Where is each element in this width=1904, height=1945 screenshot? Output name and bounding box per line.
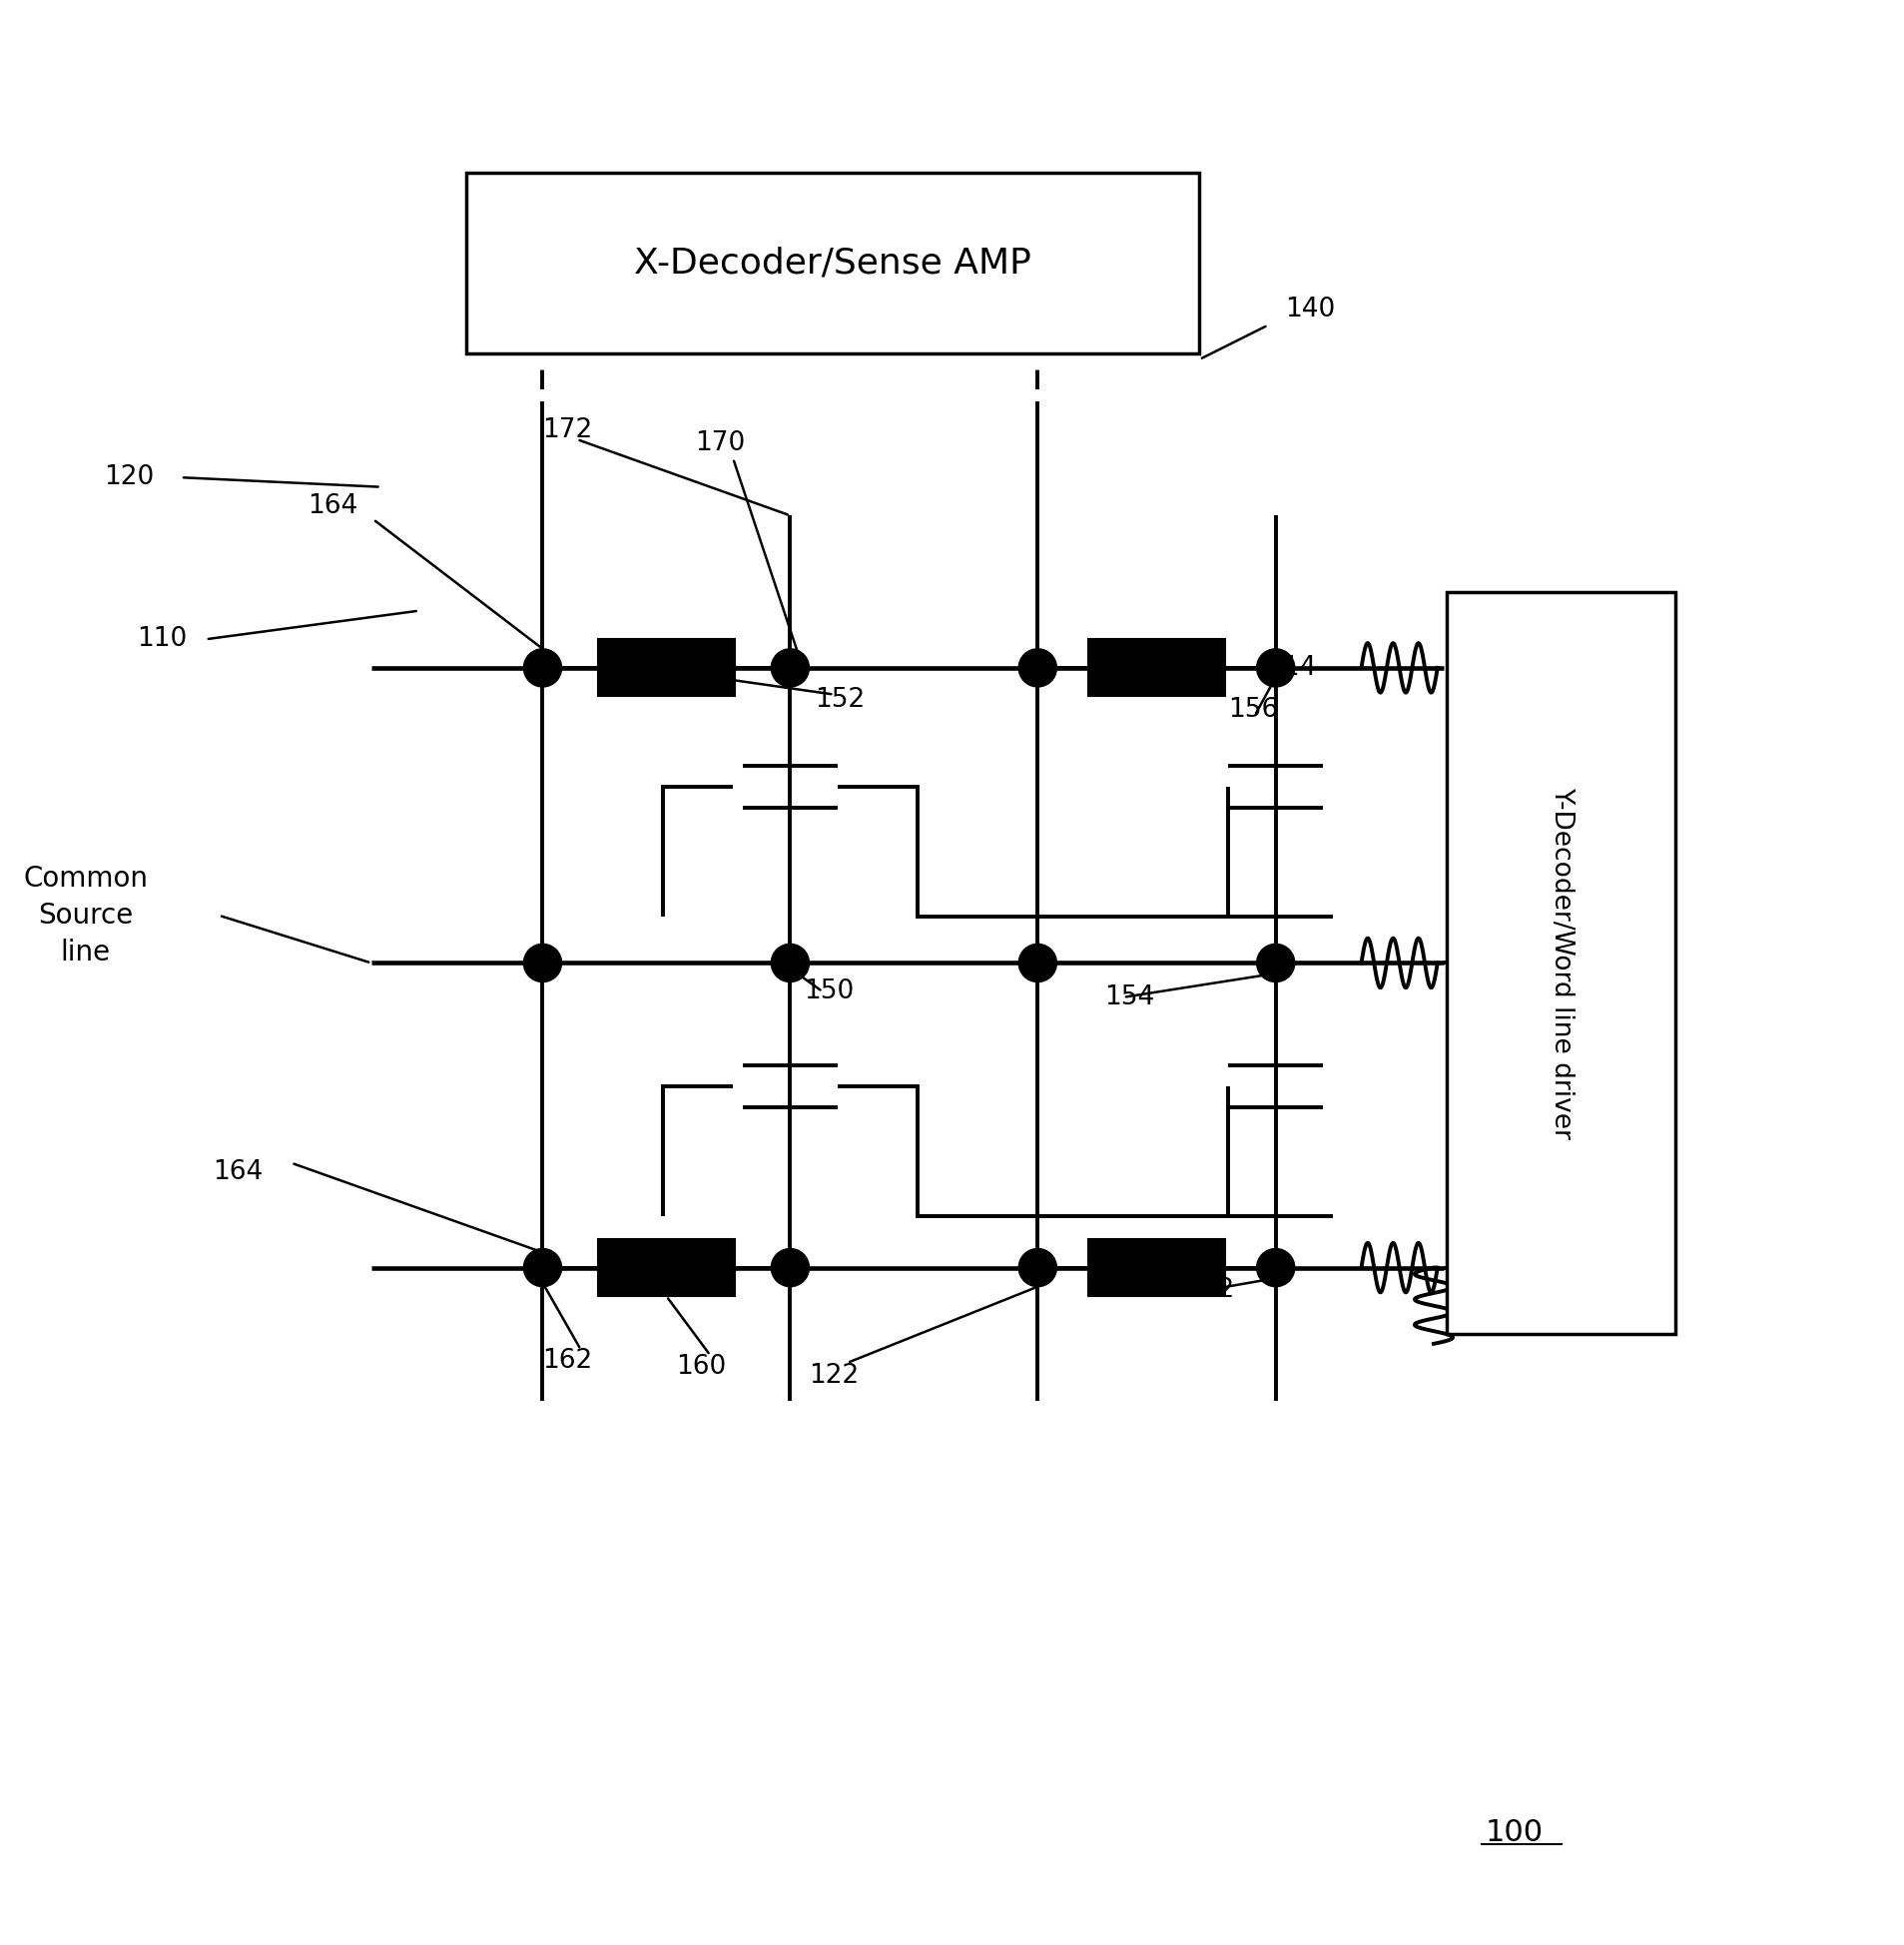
Circle shape (1019, 1249, 1057, 1288)
Text: Fig. 1: Fig. 1 (1550, 768, 1649, 803)
Circle shape (1257, 1249, 1295, 1288)
Circle shape (1019, 943, 1057, 982)
FancyBboxPatch shape (1447, 591, 1676, 1334)
Circle shape (1257, 943, 1295, 982)
Text: 152: 152 (815, 687, 864, 714)
Bar (598, 1239, 735, 1295)
Circle shape (1257, 650, 1295, 687)
Circle shape (1019, 650, 1057, 687)
Text: 140: 140 (1285, 298, 1335, 323)
Text: 160: 160 (676, 1354, 725, 1379)
Circle shape (524, 943, 562, 982)
Text: 130: 130 (1457, 1309, 1506, 1336)
Text: 154: 154 (1104, 984, 1154, 1009)
Bar (1089, 1239, 1226, 1295)
Bar (598, 640, 735, 696)
Text: 100: 100 (1485, 1819, 1542, 1848)
Circle shape (524, 1249, 562, 1288)
Text: 164: 164 (213, 1159, 263, 1185)
Text: 162: 162 (543, 1348, 592, 1373)
Text: 120: 120 (105, 465, 154, 490)
Text: 172: 172 (543, 416, 592, 443)
Circle shape (771, 1249, 809, 1288)
Bar (1089, 640, 1226, 696)
Text: 114: 114 (1266, 655, 1316, 681)
Text: 156: 156 (1228, 696, 1278, 724)
FancyBboxPatch shape (466, 173, 1200, 354)
Circle shape (524, 650, 562, 687)
Text: 110: 110 (137, 626, 187, 652)
Text: X-Decoder/Sense AMP: X-Decoder/Sense AMP (634, 247, 1032, 280)
Text: 150: 150 (803, 978, 853, 1004)
Text: Y-Decoder/Word line driver: Y-Decoder/Word line driver (1548, 788, 1575, 1140)
Text: Common
Source
line: Common Source line (23, 866, 149, 967)
Text: 112: 112 (1184, 1278, 1234, 1303)
Text: 170: 170 (695, 430, 744, 457)
Text: 122: 122 (809, 1363, 859, 1389)
Circle shape (771, 650, 809, 687)
Text: 164: 164 (308, 492, 358, 519)
Circle shape (771, 943, 809, 982)
